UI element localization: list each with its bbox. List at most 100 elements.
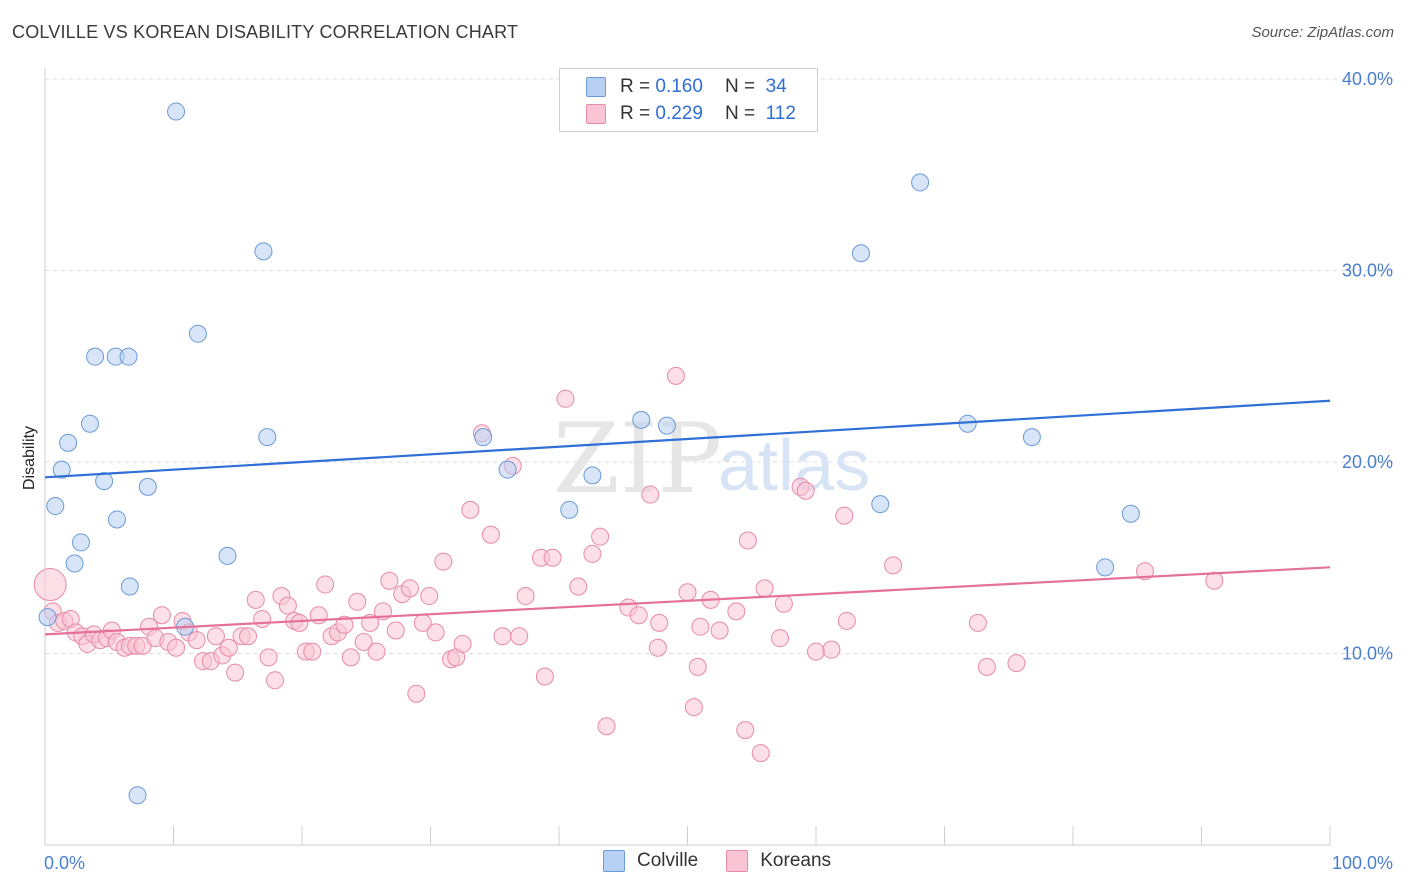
koreans-point bbox=[688, 657, 707, 676]
colville-point bbox=[52, 460, 71, 479]
koreans-trend-line bbox=[44, 566, 1331, 636]
legend-row-koreans: R = 0.229 N = 112 bbox=[586, 102, 796, 126]
watermark-atlas: atlas bbox=[718, 426, 870, 506]
legend-swatch-colville bbox=[586, 77, 606, 97]
x-tick-label: 100.0% bbox=[1332, 853, 1393, 873]
koreans-point bbox=[239, 627, 258, 646]
axes bbox=[44, 68, 1331, 846]
legend-swatch-koreans bbox=[586, 104, 606, 124]
koreans-point bbox=[400, 579, 419, 598]
koreans-point bbox=[691, 617, 710, 636]
koreans-point bbox=[493, 627, 512, 646]
stats-legend: R = 0.160 N = 34 R = 0.229 N = 112 bbox=[559, 68, 818, 132]
koreans-point bbox=[884, 556, 903, 575]
koreans-point bbox=[434, 552, 453, 571]
koreans-point bbox=[751, 744, 770, 763]
colville-points bbox=[38, 102, 1140, 805]
koreans-point bbox=[1135, 562, 1154, 581]
koreans-point bbox=[226, 663, 245, 682]
koreans-point bbox=[583, 544, 602, 563]
legend-r-label: R = bbox=[620, 76, 651, 97]
koreans-point bbox=[736, 721, 755, 740]
koreans-point bbox=[341, 648, 360, 667]
koreans-point bbox=[348, 592, 367, 611]
koreans-point bbox=[1205, 571, 1224, 590]
y-tick-label: 20.0% bbox=[1342, 452, 1393, 472]
legend-n-value: 34 bbox=[765, 76, 787, 97]
colville-point bbox=[632, 410, 651, 429]
koreans-point bbox=[666, 366, 685, 385]
colville-point bbox=[1096, 558, 1115, 577]
koreans-point bbox=[1007, 654, 1026, 673]
koreans-point bbox=[710, 621, 729, 640]
colville-point bbox=[128, 786, 147, 805]
y-tick-label: 30.0% bbox=[1342, 261, 1393, 281]
koreans-point bbox=[543, 548, 562, 567]
colville-point bbox=[188, 324, 207, 343]
colville-point bbox=[1121, 504, 1140, 523]
koreans-point bbox=[461, 500, 480, 519]
colville-point bbox=[46, 497, 65, 516]
koreans-point bbox=[187, 631, 206, 650]
y-tick-label: 10.0% bbox=[1342, 644, 1393, 664]
koreans-point bbox=[771, 629, 790, 648]
koreans-point bbox=[822, 640, 841, 659]
x-tick-label: 0.0% bbox=[44, 853, 85, 873]
colville-point bbox=[583, 466, 602, 485]
koreans-point bbox=[386, 621, 405, 640]
koreans-point bbox=[407, 684, 426, 703]
koreans-point bbox=[796, 481, 815, 500]
source-credit: Source: ZipAtlas.com bbox=[1251, 24, 1394, 41]
legend-item-koreans[interactable]: Koreans bbox=[726, 850, 831, 872]
koreans-point bbox=[481, 525, 500, 544]
colville-trend-line bbox=[44, 399, 1331, 479]
koreans-point bbox=[755, 579, 774, 598]
koreans-point bbox=[556, 389, 575, 408]
legend-label-koreans: Koreans bbox=[760, 850, 832, 871]
colville-point bbox=[258, 428, 277, 447]
chart-title: COLVILLE VS KOREAN DISABILITY CORRELATIO… bbox=[12, 22, 519, 42]
y-axis-label: Disability bbox=[21, 426, 38, 490]
legend-r-value: 0.160 bbox=[655, 76, 703, 97]
colville-point bbox=[498, 460, 517, 479]
koreans-point bbox=[420, 587, 439, 606]
koreans-point bbox=[152, 606, 171, 625]
koreans-point bbox=[591, 527, 610, 546]
watermark: ZIP atlas bbox=[553, 403, 870, 515]
koreans-point bbox=[968, 613, 987, 632]
legend-r-value: 0.229 bbox=[655, 103, 703, 124]
colville-point bbox=[560, 500, 579, 519]
grid-lines bbox=[45, 78, 1395, 654]
legend-item-colville[interactable]: Colville bbox=[603, 850, 698, 872]
koreans-point bbox=[354, 633, 373, 652]
koreans-point bbox=[380, 571, 399, 590]
colville-point bbox=[138, 477, 157, 496]
colville-point bbox=[59, 433, 78, 452]
y-tick-label: 40.0% bbox=[1342, 69, 1393, 89]
koreans-point bbox=[33, 568, 67, 602]
colville-point bbox=[851, 244, 870, 263]
koreans-point bbox=[335, 615, 354, 634]
koreans-point bbox=[259, 648, 278, 667]
koreans-point bbox=[807, 642, 825, 661]
koreans-point bbox=[597, 717, 616, 736]
colville-point bbox=[911, 173, 930, 192]
koreans-point bbox=[837, 611, 856, 630]
koreans-point bbox=[426, 623, 445, 642]
koreans-point bbox=[266, 671, 285, 690]
koreans-point bbox=[303, 642, 322, 661]
koreans-point bbox=[678, 583, 697, 602]
legend-n-label: N = bbox=[724, 76, 756, 97]
colville-point bbox=[95, 472, 114, 491]
legend-label-colville: Colville bbox=[637, 850, 699, 871]
koreans-points bbox=[33, 366, 1224, 763]
legend-swatch-colville bbox=[603, 850, 625, 872]
koreans-point bbox=[648, 638, 667, 657]
legend-n-value: 112 bbox=[765, 103, 796, 124]
koreans-point bbox=[738, 531, 757, 550]
legend-r-label: R = bbox=[620, 103, 651, 124]
koreans-point bbox=[290, 613, 309, 632]
koreans-point bbox=[774, 594, 793, 613]
colville-point bbox=[119, 347, 138, 366]
